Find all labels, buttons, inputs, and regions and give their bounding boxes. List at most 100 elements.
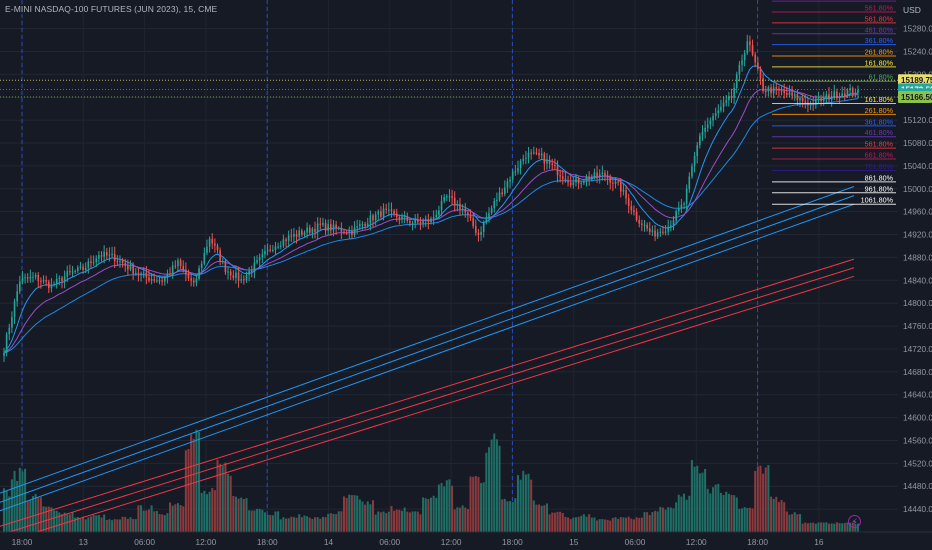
candle-body <box>116 260 119 262</box>
candle-body <box>32 276 34 278</box>
candle-body <box>572 182 575 186</box>
lightning-icon[interactable]: ⚡ <box>848 515 861 528</box>
time-tick-label: 18:00 <box>257 537 278 547</box>
volume-bar <box>13 470 16 532</box>
candle-body <box>817 98 820 100</box>
candle-body <box>538 153 540 156</box>
volume-bar <box>369 504 372 532</box>
volume-bar <box>748 507 751 532</box>
volume-bar <box>485 452 488 532</box>
fib-level-label: 561.80% <box>865 4 894 13</box>
candle-body <box>142 272 145 274</box>
volume-bar <box>458 507 462 532</box>
volume-bar <box>422 497 425 532</box>
candle-body <box>656 232 659 237</box>
ema-fast-line <box>3 65 859 354</box>
candle-body <box>598 174 601 177</box>
volume-bar <box>654 510 657 532</box>
candle-body <box>588 176 590 180</box>
candle-body <box>372 215 374 221</box>
candle-body <box>76 267 79 272</box>
moving-averages <box>3 65 859 354</box>
candle-body <box>469 215 472 219</box>
candle-body <box>422 220 424 224</box>
volume-bar <box>833 523 836 532</box>
volume-bar <box>58 512 61 532</box>
candle-body <box>227 271 229 273</box>
candle-body <box>50 284 53 289</box>
volume-bar <box>232 495 235 532</box>
candle-body <box>366 223 369 226</box>
volume-bar <box>556 511 559 532</box>
volume-bar <box>63 512 66 532</box>
volume-bar <box>593 517 596 532</box>
candle-body <box>345 232 348 234</box>
volume-bar <box>203 490 206 532</box>
candle-body <box>411 222 414 224</box>
volume-bar <box>103 514 106 532</box>
candle-body <box>662 231 664 233</box>
candle-body <box>540 153 543 156</box>
candle-body <box>250 270 253 272</box>
volume-bar <box>403 507 406 532</box>
candlesticks <box>3 34 859 362</box>
candle-body <box>590 177 593 180</box>
volume-bar <box>543 505 546 532</box>
volume-bar <box>798 514 802 532</box>
candle-body <box>279 245 282 247</box>
price-label-text: 15166.50 <box>901 93 932 102</box>
volume-bar <box>161 514 164 532</box>
candle-body <box>393 210 395 214</box>
candle-body <box>382 208 385 217</box>
candle-body <box>324 223 327 231</box>
candle-body <box>235 272 237 278</box>
candle-body <box>543 153 546 164</box>
volume-bar <box>440 483 443 532</box>
candle-body <box>696 145 699 157</box>
candle-body <box>332 224 335 231</box>
candle-body <box>374 214 377 221</box>
candle-body <box>717 110 720 114</box>
time-axis[interactable]: 18:00 13 06:00 12:00 18:00 14 06:00 12:00 18:00 1… <box>0 531 932 550</box>
volume-bar <box>221 466 224 532</box>
candle-body <box>596 172 598 177</box>
volume-bar <box>785 511 788 532</box>
candle-body <box>854 92 857 94</box>
volume-bar <box>271 515 274 532</box>
price-tick-label: 14480.00 <box>903 481 932 491</box>
candle-body <box>451 196 453 198</box>
candle-body <box>704 127 706 132</box>
volume-bar <box>66 514 69 532</box>
candle-body <box>438 210 440 216</box>
candle-body <box>691 166 693 177</box>
candle-body <box>232 275 235 278</box>
volume-bar <box>514 498 517 532</box>
candle-body <box>182 265 185 270</box>
candle-body <box>169 273 171 275</box>
volume-bar <box>95 515 98 532</box>
candle-body <box>406 216 409 222</box>
volume-bar <box>361 501 364 532</box>
candle-body <box>237 272 240 281</box>
candle-body <box>622 190 625 192</box>
candle-body <box>87 261 90 268</box>
volume-bar <box>680 496 683 532</box>
volume-bar <box>24 468 27 532</box>
volume-bar <box>153 511 156 532</box>
price-tick-label: 14680.00 <box>903 367 932 377</box>
volume-bar <box>590 517 593 532</box>
price-tick-label: 15240.00 <box>903 46 932 56</box>
candle-body <box>58 277 61 279</box>
candle-body <box>604 172 606 176</box>
candle-body <box>140 273 142 275</box>
candle-body <box>467 212 469 216</box>
volume-bar <box>635 517 638 532</box>
volume-bar <box>754 470 757 532</box>
fib-level-label: 61.80% <box>869 73 894 82</box>
candle-body <box>601 172 604 175</box>
candle-body <box>638 220 641 224</box>
candle-body <box>287 235 290 241</box>
volume-bar <box>667 507 670 532</box>
candle-body <box>42 280 45 282</box>
